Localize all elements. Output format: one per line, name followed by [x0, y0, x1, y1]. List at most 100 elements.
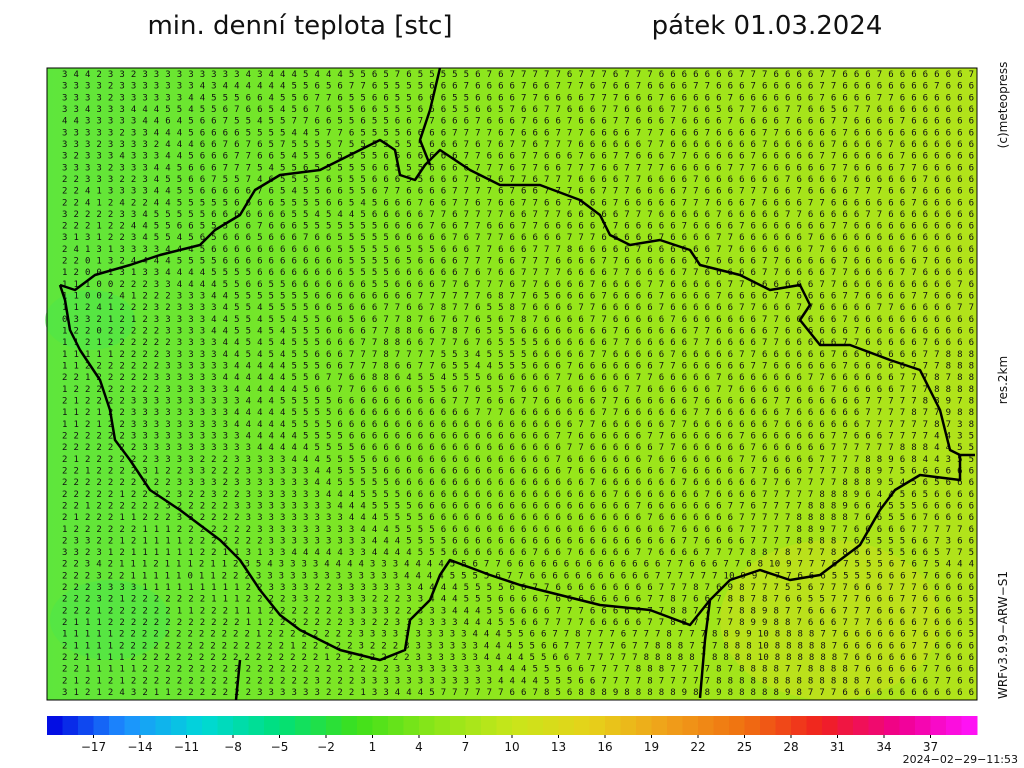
- colorbar-segment: [899, 716, 916, 735]
- colorbar-segment: [279, 716, 296, 735]
- value-row: 2 2 3 3 3 2 2 3 4 5 5 6 6 7 5 5 7 4 6 5 …: [62, 175, 974, 185]
- value-row: 2 2 1 2 2 2 2 2 2 3 2 2 2 2 2 3 3 3 3 3 …: [62, 501, 974, 511]
- colorbar-segment: [791, 716, 807, 735]
- value-row: 2 2 2 2 2 2 2 2 2 2 3 3 3 3 2 3 3 3 3 3 …: [62, 478, 974, 488]
- value-row: 2 2 2 2 2 2 3 3 3 3 3 3 3 3 3 3 4 4 4 4 …: [62, 431, 974, 441]
- colorbar-segment: [946, 716, 962, 735]
- value-row: 2 4 1 3 1 3 3 3 3 4 4 4 5 6 6 6 6 6 6 6 …: [62, 245, 974, 255]
- colorbar-segment: [47, 716, 63, 735]
- value-row: 1 1 1 1 1 2 2 2 2 3 3 3 3 3 4 4 5 4 5 4 …: [62, 350, 974, 360]
- colorbar-segment: [760, 716, 776, 735]
- colorbar-segment: [589, 716, 606, 735]
- colorbar-segment: [295, 716, 311, 735]
- value-row: 1 1 2 1 2 2 2 2 2 2 3 3 3 3 4 4 5 4 5 4 …: [62, 338, 974, 348]
- colorbar-tick-label: 25: [737, 740, 752, 754]
- colorbar-tick-label: 22: [690, 740, 705, 754]
- colorbar-tick-label: −8: [224, 740, 242, 754]
- value-row: 3 2 3 3 3 4 3 3 3 4 4 5 6 6 6 7 7 6 6 5 …: [62, 152, 974, 162]
- map-title: min. denní teplota [stc]: [147, 11, 452, 41]
- colorbar-segment: [372, 716, 389, 735]
- value-row: 4 4 3 3 3 3 3 4 4 6 4 5 6 6 7 5 5 4 5 5 …: [62, 117, 974, 127]
- colorbar-segment: [403, 716, 420, 735]
- colorbar-tick-label: −2: [317, 740, 335, 754]
- colorbar-segment: [109, 716, 125, 735]
- value-row: 3 3 3 3 2 3 3 3 4 4 5 6 6 6 7 7 7 5 4 5 …: [62, 163, 974, 173]
- value-row: 3 3 4 3 3 3 4 4 4 5 5 4 5 5 6 7 6 6 5 4 …: [62, 105, 974, 115]
- value-row: 3 4 4 2 3 3 2 3 3 3 3 3 3 3 3 3 4 3 4 4 …: [62, 70, 974, 80]
- colorbar-tick-label: −5: [271, 740, 289, 754]
- copyright: (c)meteopress: [996, 62, 1010, 149]
- colorbar-segment: [574, 716, 590, 735]
- colorbar-segment: [434, 716, 451, 735]
- colorbar-segment: [419, 716, 435, 735]
- value-row: 3 3 3 3 2 3 3 3 3 3 3 3 4 3 4 4 4 4 4 4 …: [62, 82, 974, 92]
- colorbar-segment: [543, 716, 559, 735]
- value-row: 3 3 2 3 1 2 1 1 1 1 1 1 2 2 1 1 3 1 3 3 …: [62, 548, 974, 558]
- colorbar-segment: [388, 716, 404, 735]
- value-row: 1 2 0 0 1 3 1 3 3 4 4 4 4 5 5 5 5 6 6 6 …: [62, 268, 974, 278]
- warm-patch: [720, 540, 940, 700]
- colorbar-segment: [171, 716, 187, 735]
- colorbar-segment: [636, 716, 652, 735]
- colorbar-segment: [310, 716, 327, 735]
- colorbar-tick-label: 16: [597, 740, 612, 754]
- colorbar-tick-label: 7: [462, 740, 470, 754]
- colorbar-segment: [868, 716, 885, 735]
- colorbar-segment: [450, 716, 466, 735]
- colorbar-tick-label: 4: [415, 740, 423, 754]
- value-row: 2 1 1 1 1 2 2 2 2 2 2 2 2 2 2 2 2 2 2 2 …: [62, 641, 974, 651]
- value-row: 2 1 2 2 2 1 1 2 2 2 3 3 2 2 2 2 3 3 3 3 …: [62, 513, 974, 523]
- colorbar-tick-label: 13: [551, 740, 566, 754]
- colorbar-segment: [248, 716, 265, 735]
- map-date: pátek 01.03.2024: [652, 11, 883, 41]
- colorbar-segment: [62, 716, 79, 735]
- border: [234, 659, 242, 701]
- map-frame: [46, 67, 978, 701]
- value-row: 1 2 2 2 2 2 2 1 1 1 2 2 2 2 2 2 2 3 3 3 …: [62, 525, 974, 535]
- value-row: 2 2 1 2 2 2 2 3 1 2 2 3 3 2 2 2 3 3 3 3 …: [62, 466, 974, 476]
- colorbar-segment: [651, 716, 668, 735]
- colorbar-tick-label: 10: [504, 740, 519, 754]
- colorbar: −17 −14 −11 −8 −5 −2 1 4 7 10 13 16 19 22 25 28 31 34 37: [47, 716, 978, 754]
- value-row: 2 2 1 1 1 1 2 2 2 2 2 2 2 2 2 2 2 2 2 2 …: [62, 653, 974, 663]
- colorbar-tick-label: −17: [81, 740, 106, 754]
- colorbar-segment: [682, 716, 699, 735]
- colorbar-segment: [744, 716, 761, 735]
- colorbar-segment: [605, 716, 621, 735]
- colorbar-segment: [729, 716, 745, 735]
- value-grid: 3 4 4 2 3 3 2 3 3 3 3 3 3 3 3 3 4 3 4 4 …: [62, 70, 974, 698]
- value-row: 2 2 2 3 2 2 1 1 1 1 1 0 1 1 2 2 2 3 3 3 …: [62, 571, 974, 581]
- value-row: 2 1 2 1 2 1 2 2 2 2 2 2 2 2 2 2 2 2 2 2 …: [62, 676, 974, 686]
- value-row: 2 2 4 1 2 4 2 2 4 4 5 5 5 5 5 6 6 6 6 5 …: [62, 198, 974, 208]
- colorbar-segment: [326, 716, 342, 735]
- value-row: 1 1 0 0 2 4 1 2 2 2 3 3 3 4 4 5 5 5 5 5 …: [62, 292, 974, 302]
- value-row: 2 3 3 2 2 1 2 1 1 1 1 2 2 2 2 2 2 2 3 3 …: [62, 536, 974, 546]
- colorbar-segment: [202, 716, 218, 735]
- colorbar-segment: [698, 716, 714, 735]
- colorbar-segment: [713, 716, 730, 735]
- colorbar-segment: [961, 716, 978, 735]
- border: [418, 67, 442, 166]
- colorbar-segment: [93, 716, 110, 735]
- cold-patch: [45, 290, 135, 350]
- value-row: 2 2 1 2 2 2 2 2 3 3 3 3 3 3 4 4 4 4 4 4 …: [62, 373, 974, 383]
- colorbar-segment: [775, 716, 792, 735]
- colorbar-segment: [620, 716, 637, 735]
- borders: [58, 67, 975, 701]
- colorbar-segment: [155, 716, 172, 735]
- colorbar-segment: [806, 716, 823, 735]
- colorbar-segment: [465, 716, 482, 735]
- timestamp: 2024−02−29−11:53: [903, 753, 1018, 766]
- colorbar-segment: [558, 716, 575, 735]
- colorbar-segment: [124, 716, 141, 735]
- border: [59, 138, 975, 457]
- colorbar-segment: [264, 716, 280, 735]
- colorbar-tick-label: 19: [644, 740, 659, 754]
- value-row: 2 2 2 2 2 2 2 3 3 3 3 3 3 3 3 3 3 4 4 4 …: [62, 443, 974, 453]
- colorbar-tick-label: 37: [923, 740, 938, 754]
- colorbar-segment: [233, 716, 249, 735]
- colorbar-segment: [837, 716, 854, 735]
- value-row: 2 2 2 1 2 2 4 4 5 5 6 6 5 5 5 6 6 7 6 6 …: [62, 222, 974, 232]
- model-name: WRFv3.9.9−ARW−S1: [996, 571, 1010, 699]
